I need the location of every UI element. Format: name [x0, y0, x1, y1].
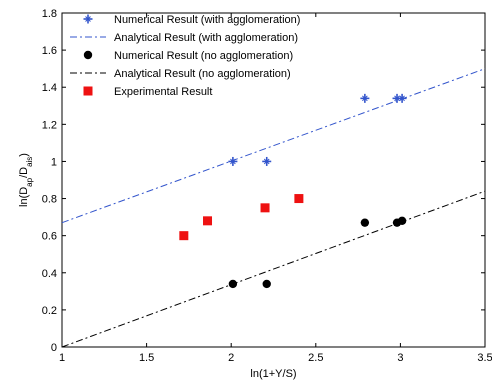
data-point-s2-1 [262, 279, 271, 289]
y-tick-label: 0.6 [42, 231, 57, 243]
legend-swatch-0 [83, 14, 93, 24]
data-point-s0-4 [397, 93, 407, 103]
y-tick-label: 1 [51, 156, 57, 168]
legend-label-1: Analytical Result (with agglomeration) [114, 32, 298, 44]
data-point-s0-0 [228, 156, 238, 166]
x-tick-label: 2 [228, 352, 234, 364]
plot-area [61, 12, 486, 348]
legend-swatch-4 [83, 86, 93, 96]
y-tick-label: 0 [51, 342, 57, 354]
data-point-s0-2 [360, 93, 370, 103]
x-axis-label: ln(1+Y/S) [250, 368, 296, 380]
data-point-s4-0 [179, 231, 189, 241]
legend-label-2: Numerical Result (no agglomeration) [114, 50, 293, 62]
y-tick-label: 1.8 [42, 8, 57, 20]
data-point-s2-0 [228, 279, 238, 289]
series-line-1 [61, 68, 486, 224]
y-tick-label: 0.4 [42, 268, 57, 280]
series-line-3 [61, 190, 486, 348]
x-tick-label: 1.5 [139, 352, 154, 364]
data-point-s4-1 [203, 216, 213, 226]
data-point-s4-3 [294, 194, 304, 204]
legend-label-0: Numerical Result (with agglomeration) [114, 14, 300, 26]
x-tick-label: 3 [397, 352, 403, 364]
x-tick-label: 1 [59, 352, 65, 364]
x-tick-label: 2.5 [308, 352, 323, 364]
y-tick-label: 0.8 [42, 194, 57, 206]
y-tick-label: 1.4 [42, 82, 57, 94]
legend-swatch-2 [83, 50, 93, 60]
y-axis-label: ln(Dap/Dais) [18, 153, 34, 207]
legend-label-3: Analytical Result (no agglomeration) [114, 68, 291, 80]
y-tick-label: 1.6 [42, 45, 57, 57]
data-point-s2-2 [360, 218, 370, 227]
x-tick-label: 3.5 [477, 352, 492, 364]
data-point-s2-4 [397, 216, 407, 226]
data-point-s0-1 [262, 156, 272, 166]
data-point-s4-2 [260, 203, 270, 213]
y-tick-label: 1.2 [42, 119, 57, 131]
legend-label-4: Experimental Result [114, 86, 212, 98]
y-tick-label: 0.2 [42, 305, 57, 317]
